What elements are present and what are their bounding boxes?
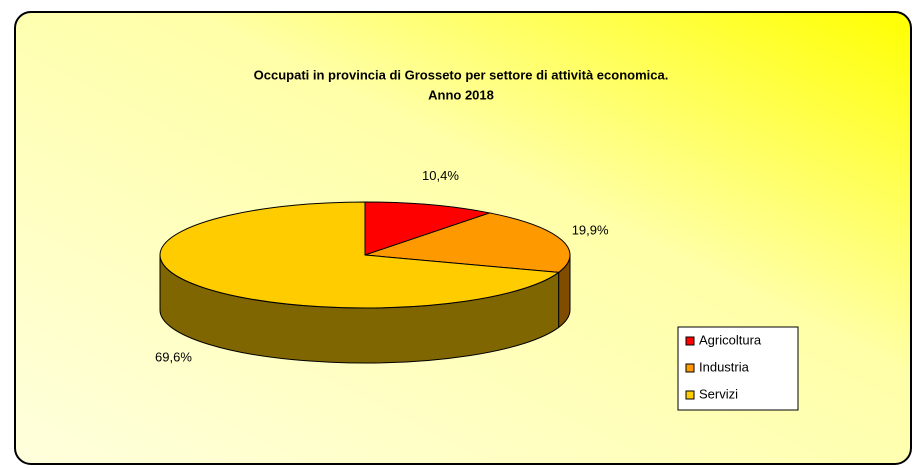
legend-swatch bbox=[685, 363, 695, 373]
slice bbox=[159, 201, 560, 309]
legend-label: Agricoltura bbox=[699, 332, 762, 347]
legend-label: Industria bbox=[699, 359, 750, 374]
chart-title: Occupati in provincia di Grosseto per se… bbox=[254, 67, 669, 82]
slice bbox=[364, 212, 571, 273]
data-label: 19,9% bbox=[572, 223, 609, 238]
chart-subtitle: Anno 2018 bbox=[428, 87, 494, 102]
legend-swatch bbox=[685, 390, 695, 400]
legend-swatch bbox=[685, 336, 695, 346]
data-label: 69,6% bbox=[155, 350, 192, 365]
slice bbox=[364, 201, 492, 256]
legend-box bbox=[677, 326, 799, 411]
legend-label: Servizi bbox=[699, 386, 738, 401]
data-label: 10,4% bbox=[422, 168, 459, 183]
